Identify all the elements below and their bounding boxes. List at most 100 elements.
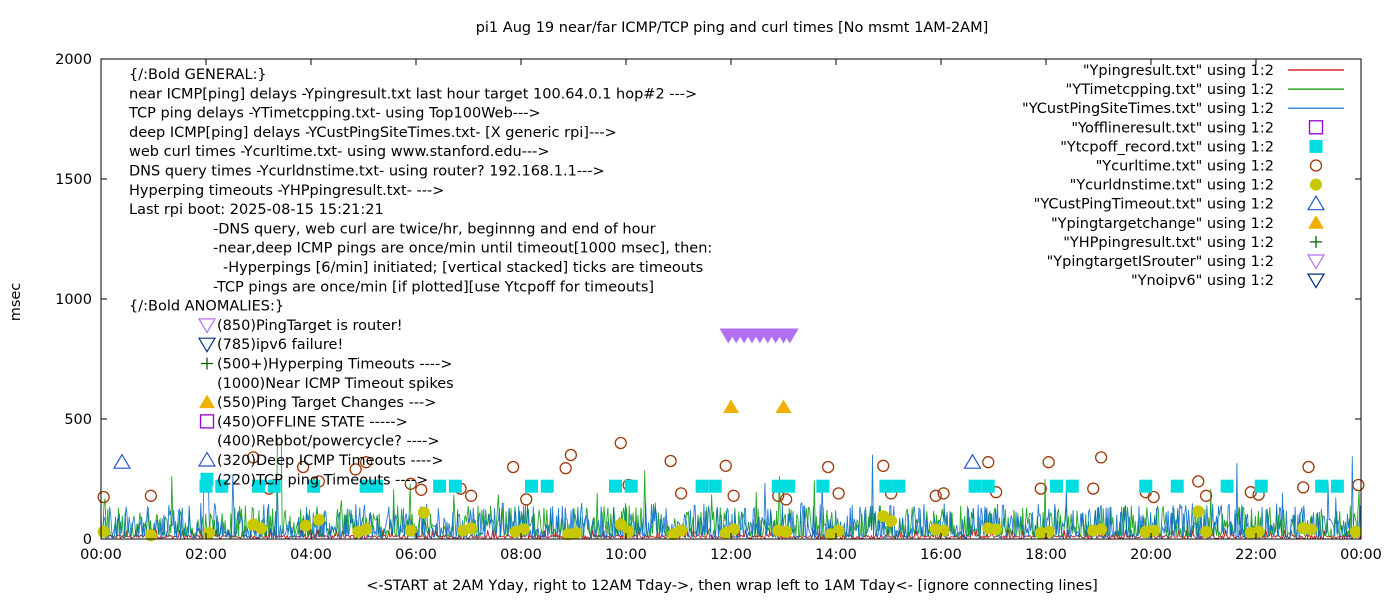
data-point xyxy=(404,477,417,490)
data-point xyxy=(1315,479,1329,493)
annotation-line: (785)ipv6 failure! xyxy=(217,337,343,353)
annotation-marker xyxy=(197,451,217,467)
legend-marker xyxy=(1306,195,1326,211)
annotation-line: web curl times -Ycurltime.txt- using www… xyxy=(129,144,550,160)
data-point xyxy=(775,399,792,413)
data-point xyxy=(719,459,732,472)
data-point xyxy=(929,489,942,502)
data-point xyxy=(1050,479,1063,493)
data-point xyxy=(296,460,310,474)
data-point xyxy=(559,462,572,475)
annotation-line: (400)Rebbot/powercycle? ----> xyxy=(217,434,440,450)
data-point xyxy=(464,489,478,502)
x-tick-label: 16:00 xyxy=(920,547,962,563)
data-point xyxy=(370,479,384,493)
data-point xyxy=(564,448,578,462)
legend-marker xyxy=(1306,273,1326,289)
annotation-line: (1000)Near ICMP Timeout spikes xyxy=(217,376,454,392)
data-point xyxy=(782,479,796,493)
data-point xyxy=(664,454,677,468)
y-tick-label: 0 xyxy=(83,532,92,548)
x-tick-label: 06:00 xyxy=(395,547,437,563)
annotation-marker xyxy=(201,357,213,370)
data-point xyxy=(349,463,362,476)
data-point xyxy=(1349,525,1362,538)
y-tick-label: 1000 xyxy=(55,292,92,308)
data-point xyxy=(1199,489,1213,502)
data-point xyxy=(144,529,157,542)
x-tick-label: 14:00 xyxy=(815,547,857,563)
y-tick-label: 2000 xyxy=(55,52,92,68)
x-tick-label: 20:00 xyxy=(1130,547,1172,563)
data-point xyxy=(404,524,417,537)
data-point xyxy=(771,479,785,493)
data-point xyxy=(255,522,268,535)
annotation-line: -Hyperpings [6/min] initiated; [vertical… xyxy=(223,260,703,276)
legend-marker xyxy=(1309,159,1323,172)
annotation-line: -DNS query, web curl are twice/hr, begin… xyxy=(213,221,656,237)
legend-label: "YCustPingTimeout.txt" using 1:2 xyxy=(1034,197,1274,213)
legend-marker xyxy=(1310,178,1322,191)
data-point xyxy=(723,399,739,413)
data-point xyxy=(614,518,627,531)
data-point xyxy=(727,523,740,536)
data-point xyxy=(1254,479,1268,493)
data-point xyxy=(609,479,622,493)
x-tick-label: 22:00 xyxy=(1235,547,1277,563)
scatter-series-group xyxy=(97,328,1365,542)
data-point xyxy=(727,489,740,502)
data-point xyxy=(981,479,995,493)
data-point xyxy=(885,515,898,527)
data-point xyxy=(1244,486,1257,499)
annotation-line: near ICMP[ping] delays -Ypingresult.txt … xyxy=(129,86,697,102)
annotation-marker xyxy=(197,318,217,334)
data-point xyxy=(433,479,447,493)
data-point xyxy=(624,479,638,493)
x-tick-label: 02:00 xyxy=(185,547,227,563)
legend-label: "YCustPingSiteTimes.txt" using 1:2 xyxy=(1022,101,1274,117)
legend-label: "Yofflineresult.txt" using 1:2 xyxy=(1071,120,1274,136)
data-point xyxy=(879,479,893,493)
legend-marker xyxy=(1306,254,1326,270)
data-point xyxy=(614,436,627,450)
chart-title: pi1 Aug 19 near/far ICMP/TCP ping and cu… xyxy=(476,20,989,36)
data-point xyxy=(252,479,265,493)
annotation-marker xyxy=(200,472,214,486)
legend-label: "Ycurldnstime.txt" using 1:2 xyxy=(1070,178,1274,194)
data-point xyxy=(990,523,1003,536)
legend-label: "Ypingtargetchange" using 1:2 xyxy=(1051,216,1274,232)
data-point xyxy=(675,524,688,537)
annotation-line: -TCP pings are once/min [if plotted][use… xyxy=(213,279,654,295)
data-point xyxy=(821,460,835,474)
data-point xyxy=(97,525,110,538)
legend-label: "Ynoipv6" using 1:2 xyxy=(1131,273,1274,289)
data-point xyxy=(877,459,890,472)
annotation-line: {/:Bold ANOMALIES:} xyxy=(129,299,284,315)
data-point xyxy=(267,479,281,493)
annotation-line: (320)Deep ICMP Timeouts ----> xyxy=(217,453,444,469)
data-point xyxy=(1087,482,1100,495)
data-point xyxy=(1094,451,1108,464)
annotation-block: {/:Bold GENERAL:} near ICMP[ping] delays … xyxy=(128,67,712,488)
legend-marker xyxy=(1308,215,1324,229)
x-tick-label: 12:00 xyxy=(710,547,752,563)
y-tick-label: 1500 xyxy=(55,172,92,188)
data-point xyxy=(417,506,430,519)
annotation-line: TCP ping delays -YTimetcpping.txt- using… xyxy=(128,106,541,122)
data-point xyxy=(448,479,462,493)
data-point xyxy=(570,527,583,539)
data-point xyxy=(708,479,722,493)
data-point xyxy=(892,479,906,493)
data-point xyxy=(1220,479,1234,493)
x-tick-label: 10:00 xyxy=(605,547,647,563)
data-point xyxy=(1170,479,1184,493)
data-point xyxy=(832,524,845,537)
data-point xyxy=(517,523,530,536)
data-point xyxy=(622,525,635,538)
data-point xyxy=(520,493,533,506)
data-point xyxy=(202,527,215,539)
data-point xyxy=(832,487,845,500)
annotation-line: DNS query times -Ycurldnstime.txt- using… xyxy=(129,164,605,180)
data-point xyxy=(1065,479,1079,493)
